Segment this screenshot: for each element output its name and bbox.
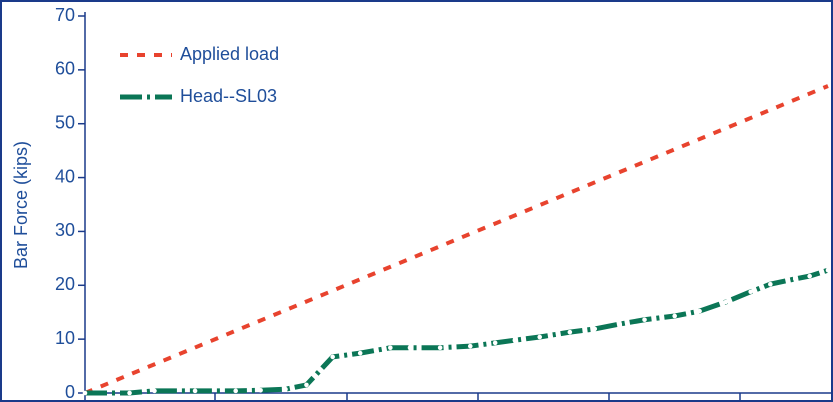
data-point — [407, 345, 413, 351]
y-tick-label: 20 — [55, 274, 75, 294]
data-point — [748, 289, 753, 295]
data-point — [152, 388, 157, 394]
y-tick-label: 10 — [55, 328, 75, 348]
data-point — [437, 345, 443, 351]
data-point — [330, 354, 335, 360]
y-tick-label: 70 — [55, 5, 75, 25]
y-tick-label: 60 — [55, 59, 75, 79]
data-point — [127, 390, 132, 396]
data-point — [537, 334, 543, 340]
data-point — [697, 308, 702, 314]
data-point — [672, 313, 677, 319]
data-point — [388, 345, 393, 351]
y-tick-label: 50 — [55, 112, 75, 132]
data-point — [723, 299, 729, 305]
data-point — [592, 326, 598, 332]
data-point — [192, 388, 198, 394]
data-point — [304, 382, 309, 388]
legend-label: Head--SL03 — [180, 86, 277, 106]
data-point — [357, 350, 363, 356]
data-point — [642, 317, 647, 323]
y-tick-label: 0 — [65, 382, 75, 402]
y-axis-label: Bar Force (kips) — [11, 141, 31, 269]
series-line — [84, 84, 829, 395]
data-point — [807, 273, 812, 279]
data-point — [82, 390, 88, 396]
data-point — [792, 276, 798, 282]
data-point — [233, 388, 238, 394]
data-point — [768, 281, 773, 287]
legend-label: Applied load — [180, 44, 279, 64]
data-point — [567, 329, 573, 335]
y-tick-label: 40 — [55, 166, 75, 186]
series-line — [85, 267, 829, 396]
data-point — [467, 343, 473, 349]
data-point — [258, 388, 263, 393]
x-tick-marks — [214, 393, 741, 402]
y-tick-label: 30 — [55, 220, 75, 240]
data-point — [617, 321, 622, 327]
data-point — [283, 386, 288, 392]
data-point — [492, 340, 498, 346]
data-point — [825, 267, 831, 273]
data-point — [512, 337, 518, 343]
